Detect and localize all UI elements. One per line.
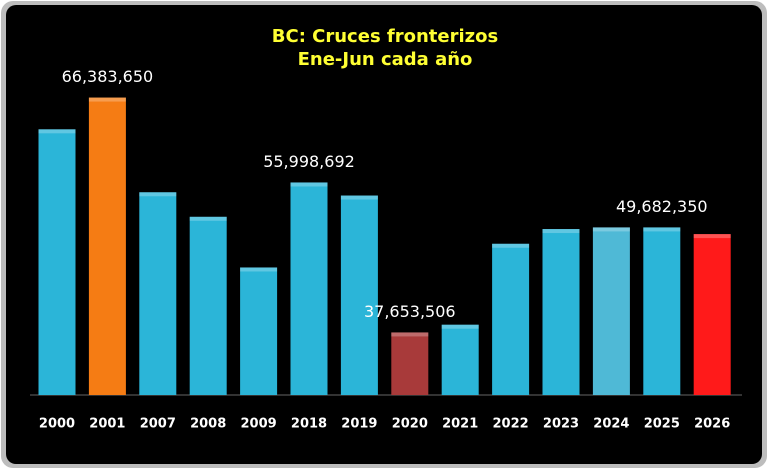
- x-tick-label: 2022: [493, 417, 529, 432]
- bar: [139, 192, 177, 395]
- bar: [340, 195, 378, 395]
- x-tick-label: 2007: [140, 417, 176, 432]
- x-tick-label: 2024: [593, 417, 629, 432]
- bar: [391, 332, 429, 395]
- bar-highlight: [542, 229, 580, 234]
- x-tick-label: 2023: [543, 417, 579, 432]
- x-tick-label: 2020: [392, 417, 428, 432]
- bar-highlight: [492, 243, 530, 248]
- bar: [88, 97, 126, 395]
- value-label: 66,383,650: [62, 67, 154, 86]
- chart-title: BC: Cruces fronterizos: [272, 26, 498, 47]
- bar-highlight: [441, 324, 479, 329]
- chart-subtitle: Ene-Jun cada año: [298, 49, 473, 70]
- bar: [693, 234, 731, 395]
- x-tick-label: 2008: [190, 417, 226, 432]
- value-label: 55,998,692: [263, 152, 355, 171]
- bar-highlight: [290, 182, 328, 187]
- bar-highlight: [189, 216, 227, 221]
- bar-highlight: [643, 227, 681, 232]
- x-tick-label: 2026: [694, 417, 730, 432]
- bar-highlight: [139, 192, 177, 197]
- bar-highlight: [592, 227, 630, 232]
- value-label: 49,682,350: [616, 197, 708, 216]
- bar: [189, 216, 227, 395]
- bar: [592, 227, 630, 395]
- value-label: 37,653,506: [364, 302, 456, 321]
- x-tick-label: 2009: [241, 417, 277, 432]
- x-tick-label: 2025: [644, 417, 680, 432]
- bar: [441, 324, 479, 395]
- x-tick-label: 2021: [442, 417, 478, 432]
- bar: [38, 129, 76, 395]
- bar-highlight: [693, 234, 731, 239]
- bar-highlight: [38, 129, 76, 134]
- x-tick-label: 2000: [39, 417, 75, 432]
- bar: [240, 267, 278, 395]
- bar: [643, 227, 681, 395]
- bar-highlight: [391, 332, 429, 337]
- x-tick-label: 2018: [291, 417, 327, 432]
- bar: [492, 243, 530, 395]
- x-tick-label: 2019: [341, 417, 377, 432]
- bar-highlight: [240, 267, 278, 272]
- bar: [290, 182, 328, 395]
- bar-highlight: [88, 97, 126, 102]
- bar: [542, 229, 580, 395]
- bar-highlight: [340, 195, 378, 200]
- x-tick-label: 2001: [89, 417, 125, 432]
